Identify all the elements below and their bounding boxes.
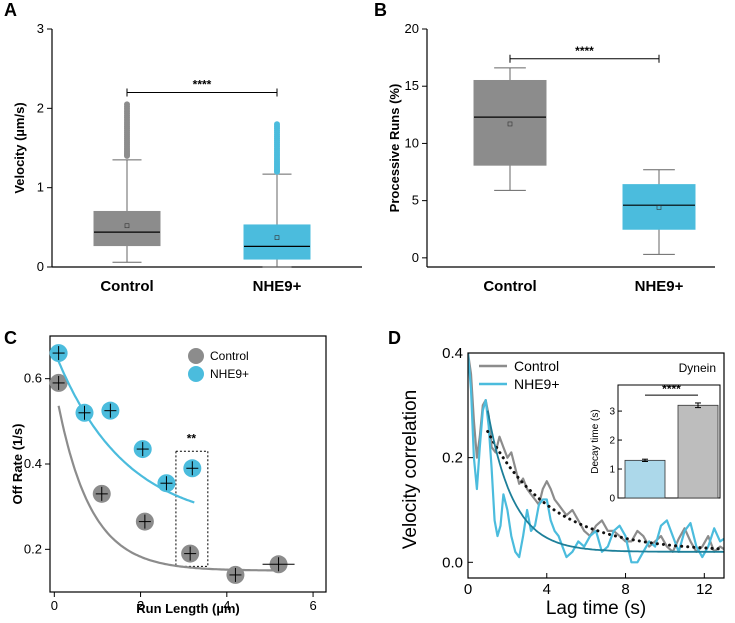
y-axis-label: Processive Runs (%) <box>387 84 402 213</box>
box-control <box>473 79 547 166</box>
outlier-point-control <box>124 101 130 108</box>
series-line-nhe9 <box>468 353 724 564</box>
panel-label: D <box>388 328 401 348</box>
y-axis-label: Off Rate (1/s) <box>10 424 25 505</box>
highlight-box <box>175 450 209 567</box>
y-tick-label: 0 <box>37 259 44 274</box>
legend-label-control: Control <box>210 349 249 363</box>
x-axis-label: Lag time (s) <box>546 598 646 619</box>
x-category-label-control: Control <box>100 278 153 295</box>
x-tick-label: 12 <box>696 581 713 598</box>
y-tick-label: 2 <box>37 100 44 115</box>
mean-marker-nhe9 <box>656 205 662 210</box>
fit-curve-nhe9--fit <box>486 410 724 553</box>
y-tick-label: 0.0 <box>442 554 463 571</box>
box-control <box>93 210 161 247</box>
panel-b: B 0 5 10 15 20 Processive Runs (%) Control NHE9+… <box>374 0 715 295</box>
y-tick-label: 0.4 <box>442 345 463 362</box>
significance-label: ** <box>187 432 197 446</box>
legend-label-nhe9: NHE9+ <box>514 376 560 392</box>
legend-marker-control <box>188 348 204 364</box>
significance-label: **** <box>575 44 594 58</box>
panel-a: A 0 1 2 3 Velocity (µm/s) Control NHE9+ **** <box>4 0 362 295</box>
inset-bar-control <box>677 404 719 499</box>
inset-y-tick-label: 1 <box>609 465 615 476</box>
inset-y-tick-label: 3 <box>609 407 615 418</box>
box-nhe9 <box>243 224 311 260</box>
x-tick-label: 4 <box>223 598 230 613</box>
annotation-label: Dynein <box>679 361 716 375</box>
legend-label-nhe9: NHE9+ <box>210 367 249 381</box>
mean-marker-nhe9 <box>274 235 280 240</box>
y-tick-label: 1 <box>37 180 44 195</box>
plot-frame <box>467 352 725 579</box>
inset-y-tick-label: 2 <box>609 436 615 447</box>
panel-label: C <box>4 328 17 348</box>
legend-label-control: Control <box>514 358 559 374</box>
panel-label: A <box>4 0 17 20</box>
y-tick-label: 20 <box>405 21 419 36</box>
y-tick-label: 0.6 <box>24 371 42 386</box>
inset-y-axis-label: Decay time (s) <box>590 409 601 473</box>
x-tick-label: 0 <box>464 581 472 598</box>
outlier-point-nhe9 <box>274 121 280 128</box>
x-tick-label: 8 <box>621 581 629 598</box>
legend-marker-nhe9 <box>188 366 204 382</box>
inset-y-tick-label: 0 <box>609 494 615 505</box>
inset-significance-label: **** <box>662 382 681 396</box>
x-tick-label: 4 <box>543 581 551 598</box>
x-category-label-nhe9: NHE9+ <box>635 278 684 295</box>
y-tick-label: 0 <box>412 250 419 265</box>
panel-label: B <box>374 0 387 20</box>
fit-curve-control-fit <box>486 430 724 551</box>
y-axis-label: Velocity (µm/s) <box>12 102 27 193</box>
y-tick-label: 15 <box>405 78 419 93</box>
x-tick-label: 2 <box>137 598 144 613</box>
y-tick-label: 10 <box>405 135 419 150</box>
y-tick-label: 3 <box>37 21 44 36</box>
x-category-label-control: Control <box>483 278 536 295</box>
mean-marker-control <box>507 121 513 127</box>
x-tick-label: 0 <box>51 598 58 613</box>
significance-label: **** <box>193 77 212 91</box>
y-tick-label: 5 <box>412 193 419 208</box>
plot-area <box>468 353 724 564</box>
x-axis-label: Run Length (µm) <box>136 601 240 616</box>
y-tick-label: 0.4 <box>24 456 42 471</box>
y-tick-label: 0.2 <box>442 450 463 467</box>
x-category-label-nhe9: NHE9+ <box>253 278 302 295</box>
y-axis-label: Velocity correlation <box>400 390 421 549</box>
y-tick-label: 0.2 <box>24 541 42 556</box>
mean-marker-control <box>124 223 130 229</box>
box-nhe9 <box>622 184 696 230</box>
x-tick-label: 6 <box>309 598 316 613</box>
panel-c: C 0 2 4 6 0.2 0.4 0.6 Run Length (µm) Off Rate (1… <box>4 328 327 616</box>
inset-bar-nhe9 <box>624 459 666 499</box>
